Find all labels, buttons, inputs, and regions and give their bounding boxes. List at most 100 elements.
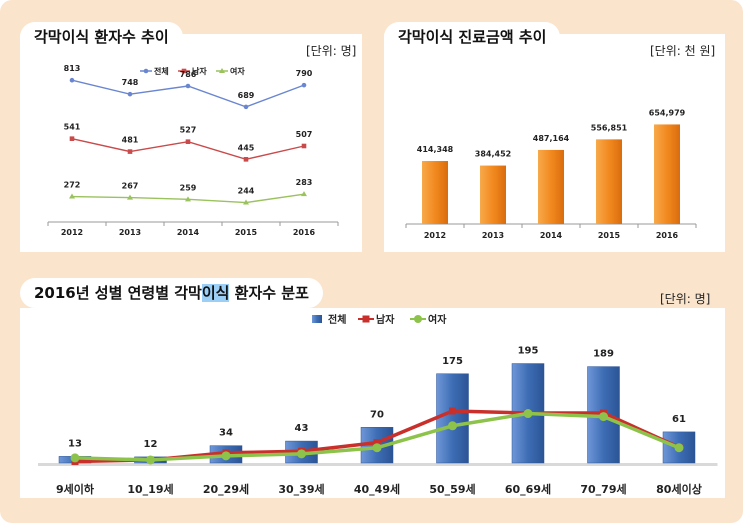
x-tick-label: 30_39세	[278, 482, 324, 496]
x-tick-label: 20_29세	[203, 482, 249, 496]
legend-label: 전체	[154, 66, 169, 76]
data-label: 13	[68, 438, 82, 449]
data-point	[221, 451, 231, 461]
cost-trend-bar-chart: 414,348 2012 384,452 2013 487,164 2014 556,851…	[405, 108, 697, 240]
data-label: 487,164	[533, 134, 570, 143]
legend-marker	[362, 315, 370, 323]
data-label: 507	[296, 130, 313, 139]
data-label: 189	[593, 349, 614, 360]
x-tick-label: 2015	[235, 228, 258, 237]
chart2-unit: [단위: 천 원]	[650, 44, 716, 58]
bar	[538, 149, 564, 224]
data-point	[297, 449, 306, 459]
data-label: 481	[122, 136, 139, 145]
data-label: 61	[672, 414, 686, 425]
data-point	[449, 407, 456, 415]
data-label: 556,851	[591, 123, 628, 132]
patient-trend-line-chart: 2012 2013 2014 2015 2016 전체 남자 여자 813 748 786 689 79…	[47, 64, 339, 237]
x-tick-label: 60_69세	[505, 482, 551, 496]
x-tick-label: 2013	[119, 228, 141, 237]
x-tick-label: 2014	[177, 228, 200, 237]
legend-label: 여자	[230, 66, 245, 76]
data-point	[674, 443, 684, 453]
data-point	[69, 77, 75, 83]
x-tick-label: 2014	[540, 231, 563, 240]
data-label: 384,452	[475, 150, 511, 159]
legend-label: 여자	[428, 313, 447, 326]
age-distribution-combo-chart: 전체 남자 여자 13 9세이하 12 10_19세 34 20_29세 43 30_39세 70 40…	[38, 313, 718, 496]
data-point	[69, 193, 75, 199]
data-point	[373, 439, 381, 447]
data-label: 12	[144, 439, 158, 450]
data-point	[146, 455, 155, 465]
data-point	[301, 143, 307, 149]
legend-swatch	[312, 315, 322, 323]
data-point	[127, 149, 133, 154]
data-label: 244	[238, 187, 255, 196]
data-label: 414,348	[417, 145, 454, 154]
chart3-title-part3: 환자수 분포	[229, 284, 309, 302]
chart3-title: 2016년 성별 연령별 각막이식 환자수 분포	[20, 278, 323, 308]
legend-marker	[219, 68, 225, 73]
data-point	[599, 412, 608, 422]
data-label: 34	[219, 428, 233, 439]
data-label: 175	[442, 356, 463, 367]
data-label: 272	[64, 181, 81, 190]
chart1-unit: [단위: 명]	[306, 44, 357, 58]
legend-label: 전체	[328, 313, 346, 326]
data-label: 195	[518, 346, 539, 357]
x-tick-label: 80세이상	[656, 482, 702, 496]
x-tick-label: 2012	[61, 228, 83, 237]
x-tick-label: 2015	[598, 231, 621, 240]
legend-label: 남자	[192, 66, 207, 76]
x-tick-label: 50_59세	[429, 482, 475, 496]
data-label: 283	[296, 178, 313, 187]
x-tick-label: 2016	[656, 231, 679, 240]
chart1-title: 각막이식 환자수 추이	[20, 22, 183, 52]
data-point	[301, 191, 307, 197]
x-tick-label: 9세이하	[56, 482, 95, 496]
data-label: 527	[180, 126, 197, 135]
legend-marker	[414, 315, 422, 323]
bar	[480, 165, 506, 224]
data-point	[70, 453, 80, 463]
bar	[422, 161, 448, 224]
data-label: 70	[370, 409, 384, 420]
data-point	[243, 199, 249, 205]
data-label: 790	[296, 69, 313, 78]
data-point	[448, 421, 457, 431]
bar	[654, 124, 680, 224]
x-tick-label: 40_49세	[354, 482, 400, 496]
data-label: 748	[122, 78, 139, 87]
data-point	[372, 443, 382, 453]
data-label: 786	[180, 70, 197, 79]
chart3-title-highlight: 이식	[201, 284, 230, 302]
data-label: 445	[238, 143, 255, 152]
data-label: 654,979	[649, 108, 686, 117]
data-point	[185, 139, 191, 144]
bar	[596, 139, 622, 224]
data-point	[185, 196, 191, 202]
legend-marker	[181, 68, 187, 74]
data-label: 813	[64, 64, 81, 73]
data-point	[243, 104, 249, 110]
data-point	[69, 136, 75, 141]
x-tick-label: 2013	[482, 231, 504, 240]
data-label: 541	[64, 123, 81, 132]
x-tick-label: 70_79세	[580, 482, 626, 496]
x-tick-label: 2016	[293, 228, 316, 237]
data-label: 267	[122, 182, 139, 191]
data-point	[301, 82, 307, 88]
data-label: 43	[295, 423, 309, 434]
chart2-title: 각막이식 진료금액 추이	[384, 22, 561, 52]
data-point	[523, 409, 533, 419]
data-point	[243, 157, 249, 162]
bar	[436, 373, 469, 464]
data-point	[185, 83, 191, 89]
chart3-unit: [단위: 명]	[660, 292, 711, 306]
chart3-title-part1: 2016년 성별 연령별 각막	[34, 284, 202, 302]
data-label: 689	[238, 91, 255, 100]
x-tick-label: 2012	[424, 231, 446, 240]
legend-marker	[143, 68, 149, 74]
